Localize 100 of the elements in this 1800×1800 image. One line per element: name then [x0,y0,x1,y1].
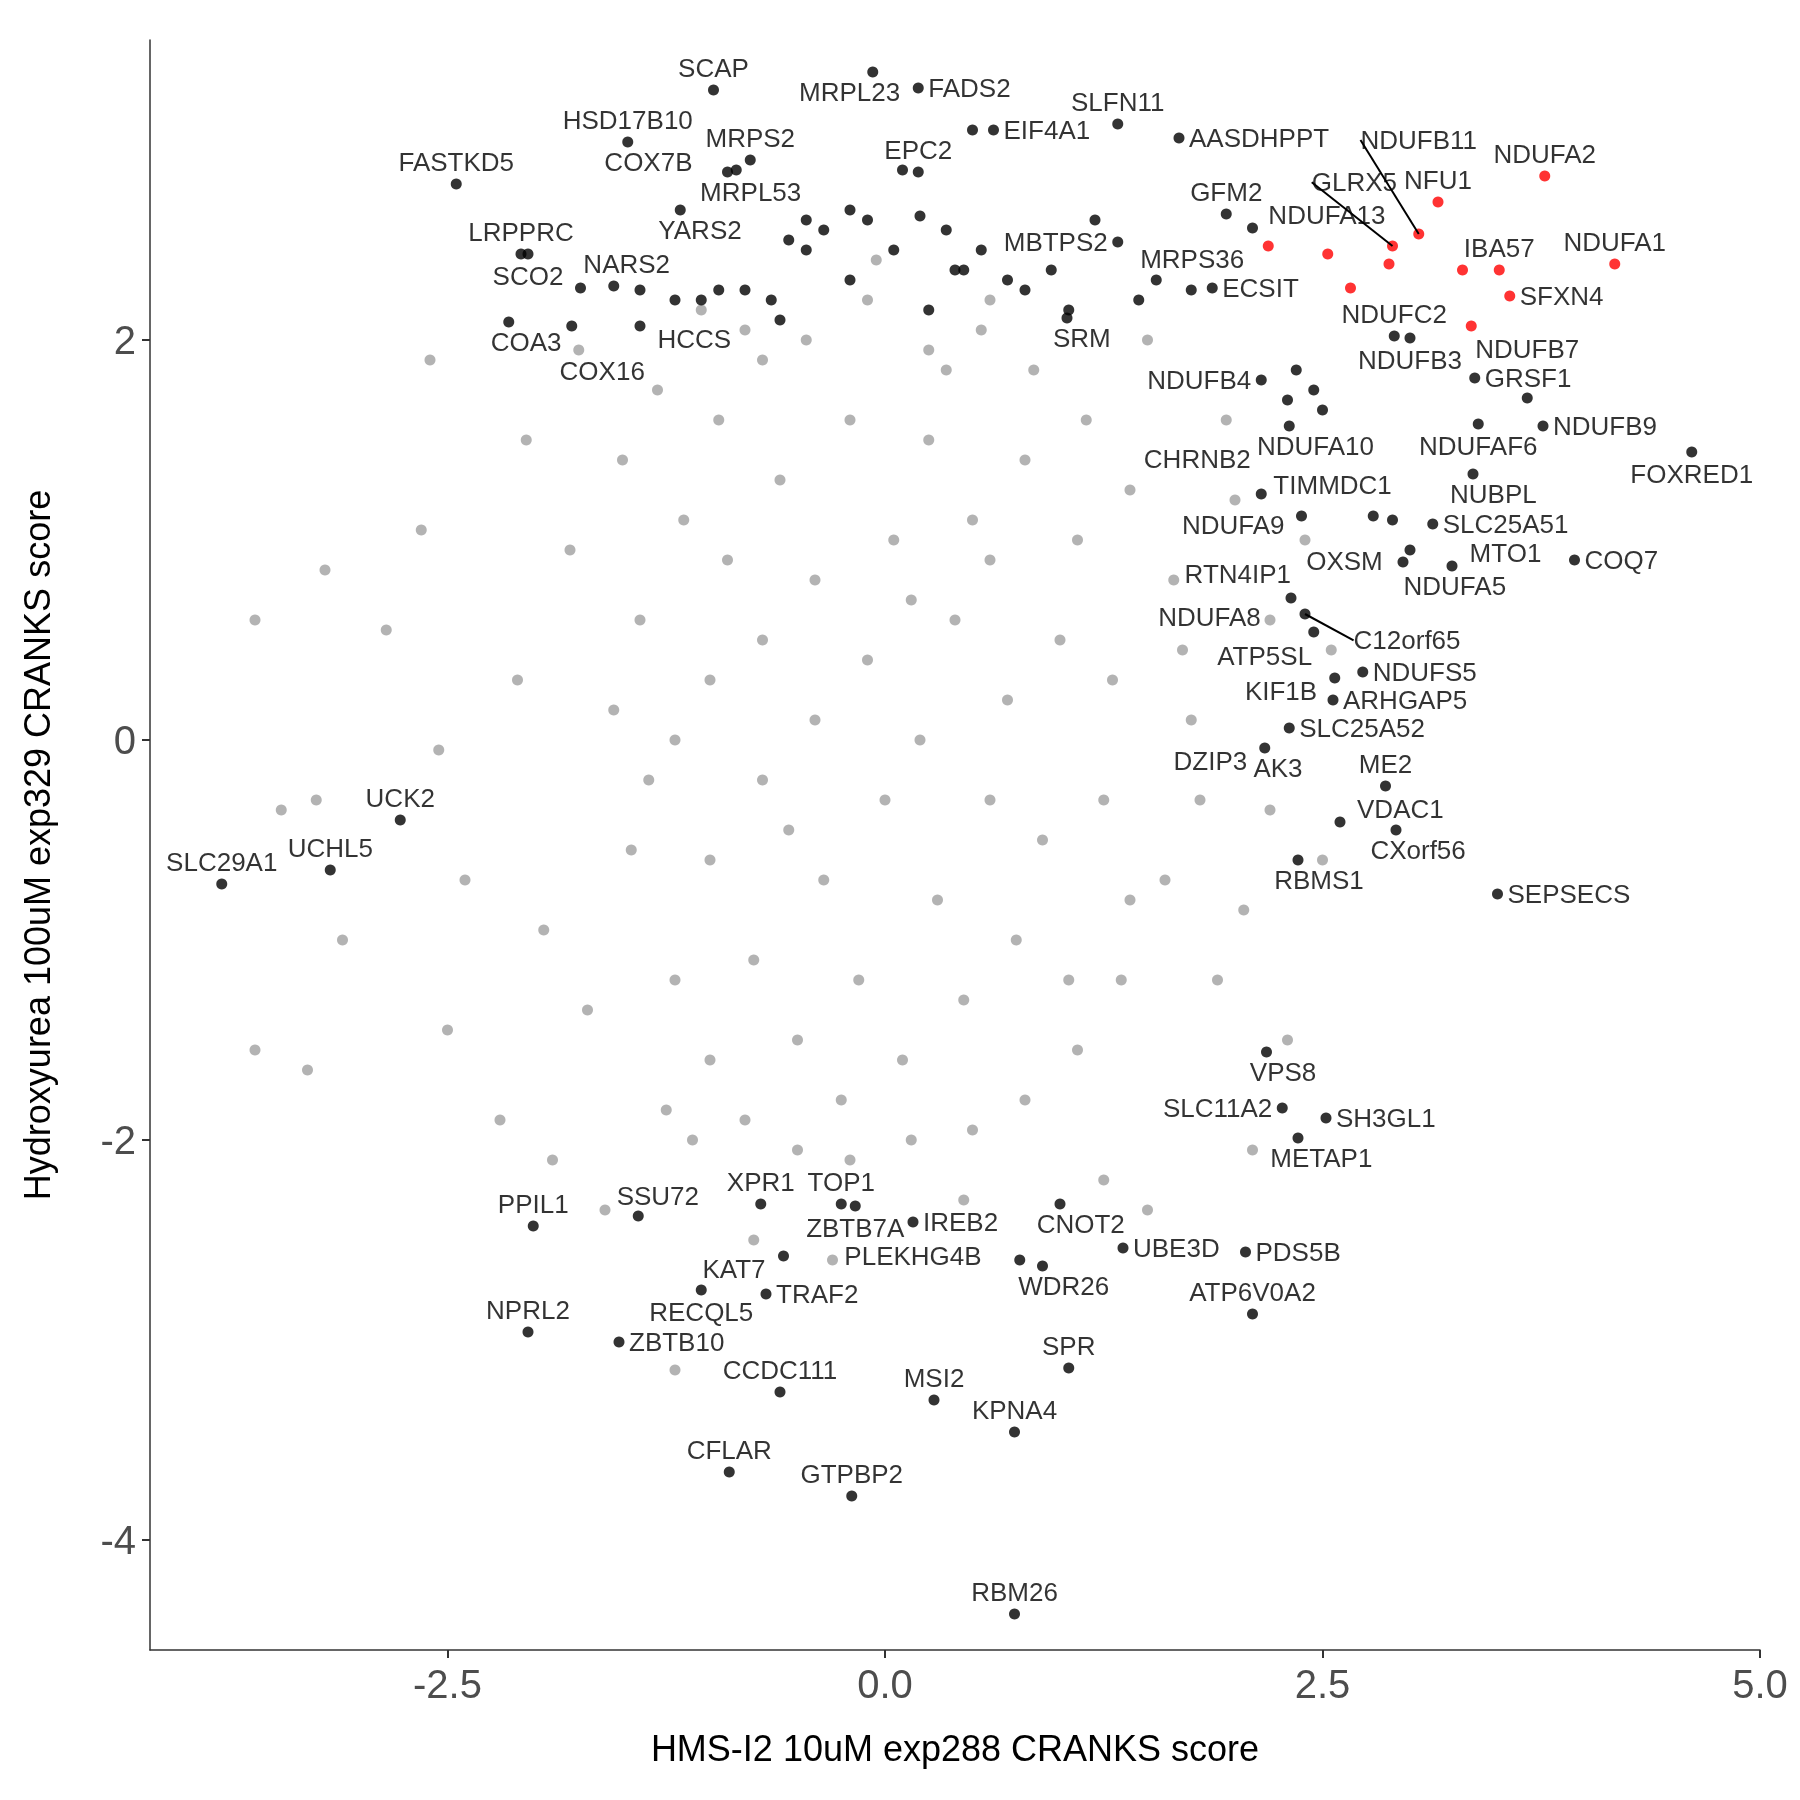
x-axis-title: HMS-I2 10uM exp288 CRANKS score [650,1727,1260,1769]
annotation: KIF1B [1244,676,1318,707]
point [1504,290,1516,302]
annotation: CCDC111 [722,1355,838,1385]
annotation: AK3 [1253,753,1303,784]
annotation: ZBTB10 [629,1327,725,1357]
annotation: YARS2 [658,215,742,246]
point [1345,282,1356,294]
annotation: KPNA4 [971,1395,1058,1425]
annotation: MRPL53 [700,177,802,208]
annotation: HSD17B10 [562,105,693,135]
annotation: NUBPL [1450,479,1537,510]
x-tick-label: 2.5 [1294,1662,1351,1706]
annotation: NARS2 [583,248,671,279]
point [1262,240,1274,252]
annotation: ECSIT [1222,273,1299,303]
annotation: UCK2 [365,783,435,813]
annotation: SH3GL1 [1335,1103,1436,1133]
annotation: SFXN4 [1519,281,1604,311]
annotation: NDUFB7 [1475,334,1580,364]
annotation: NDUFA2 [1493,139,1597,169]
annotation: NDUFC2 [1341,299,1447,329]
annotation: EIF4A1 [1003,115,1091,145]
annotation: C12orf65 [1353,625,1461,656]
annotation: UBE3D [1133,1233,1220,1263]
annotation: SSU72 [616,1180,700,1211]
annotation: NDUFS5 [1372,657,1477,687]
annotation: PPIL1 [497,1189,569,1219]
point [1609,258,1621,270]
annotation: RECQL5 [649,1297,754,1327]
annotation: TIMMDC1 [1273,469,1392,500]
annotation: IREB2 [922,1207,999,1237]
annotation: SLC11A2 [1162,1093,1273,1123]
annotation: CFLAR [686,1435,772,1465]
annotation: ME2 [1358,749,1413,779]
annotation: SEPSECS [1507,879,1631,909]
annotation: UCHL5 [287,833,373,863]
annotation: VDAC1 [1357,793,1444,824]
annotation: METAP1 [1270,1143,1373,1174]
annotation: NDUFAF6 [1419,431,1538,461]
annotation: NPRL2 [486,1295,570,1325]
point [1432,196,1444,208]
annotation: COA3 [490,327,562,358]
annotation: NDUFA10 [1256,431,1374,462]
annotation: MTO1 [1469,537,1542,568]
annotation: VPS8 [1249,1057,1317,1088]
y-tick-label: 2 [113,318,136,362]
annotation: SLC25A51 [1442,509,1569,539]
annotation: MSI2 [903,1363,965,1393]
y-tick-label: -2 [100,1118,136,1162]
annotation: SPR [1042,1331,1096,1361]
annotation: TOP1 [807,1167,875,1197]
annotation: HCCS [657,324,732,355]
point [1322,248,1334,260]
point [1493,264,1505,276]
annotation: NDUFB3 [1357,345,1463,375]
annotation: XPR1 [726,1167,795,1197]
y-tick-label: 0 [113,718,136,762]
y-tick-label: -4 [100,1518,136,1562]
point [1465,320,1477,332]
annotation: CNOT2 [1036,1209,1125,1240]
annotation: SRM [1052,323,1111,354]
annotation: ARHGAP5 [1343,685,1468,715]
annotation: EPC2 [884,135,953,165]
annotation: FADS2 [928,73,1011,103]
annotation: SLC25A52 [1299,713,1426,743]
annotation: NDUFB4 [1147,365,1252,395]
point [1383,258,1395,270]
annotation: NFU1 [1404,165,1472,195]
annotation: NDUFA9 [1181,510,1285,541]
annotation: NDUFB9 [1553,411,1658,441]
annotation: AASDHPPT [1188,123,1330,153]
annotation: PLEKHG4B [844,1241,982,1271]
annotation: FASTKD5 [398,147,515,177]
annotation: SCAP [678,53,749,83]
annotation: NDUFA1 [1563,227,1667,257]
annotation: LRPPRC [468,217,574,247]
annotation: NDUFB11 [1360,125,1478,155]
annotation: SCO2 [492,261,564,291]
annotation: ATP6V0A2 [1189,1277,1316,1307]
x-tick-label: 5.0 [1732,1662,1788,1706]
annotation: NDUFA8 [1158,601,1261,632]
y-axis-title: Hydroxyurea 100uM exp329 CRANKS score [16,489,58,1201]
annotation: ATP5SL [1217,641,1313,672]
annotation: SLC29A1 [166,847,278,877]
annotation: GFM2 [1190,177,1263,207]
annotation: ZBTB7A [806,1213,906,1243]
point [1457,264,1468,276]
annotation: TRAF2 [776,1279,859,1309]
annotation: MBTPS2 [1003,227,1108,257]
annotation: MRPL23 [798,77,901,108]
annotation: DZIP3 [1173,746,1248,777]
annotation: SLFN11 [1071,87,1165,117]
annotation: RBM26 [971,1577,1058,1607]
annotation: GRSF1 [1484,363,1572,393]
annotation: MRPS2 [705,123,796,153]
annotation: COX16 [559,356,645,387]
annotation: MRPS36 [1140,244,1245,275]
annotation: RBMS1 [1274,865,1364,896]
annotation: WDR26 [1018,1271,1110,1302]
